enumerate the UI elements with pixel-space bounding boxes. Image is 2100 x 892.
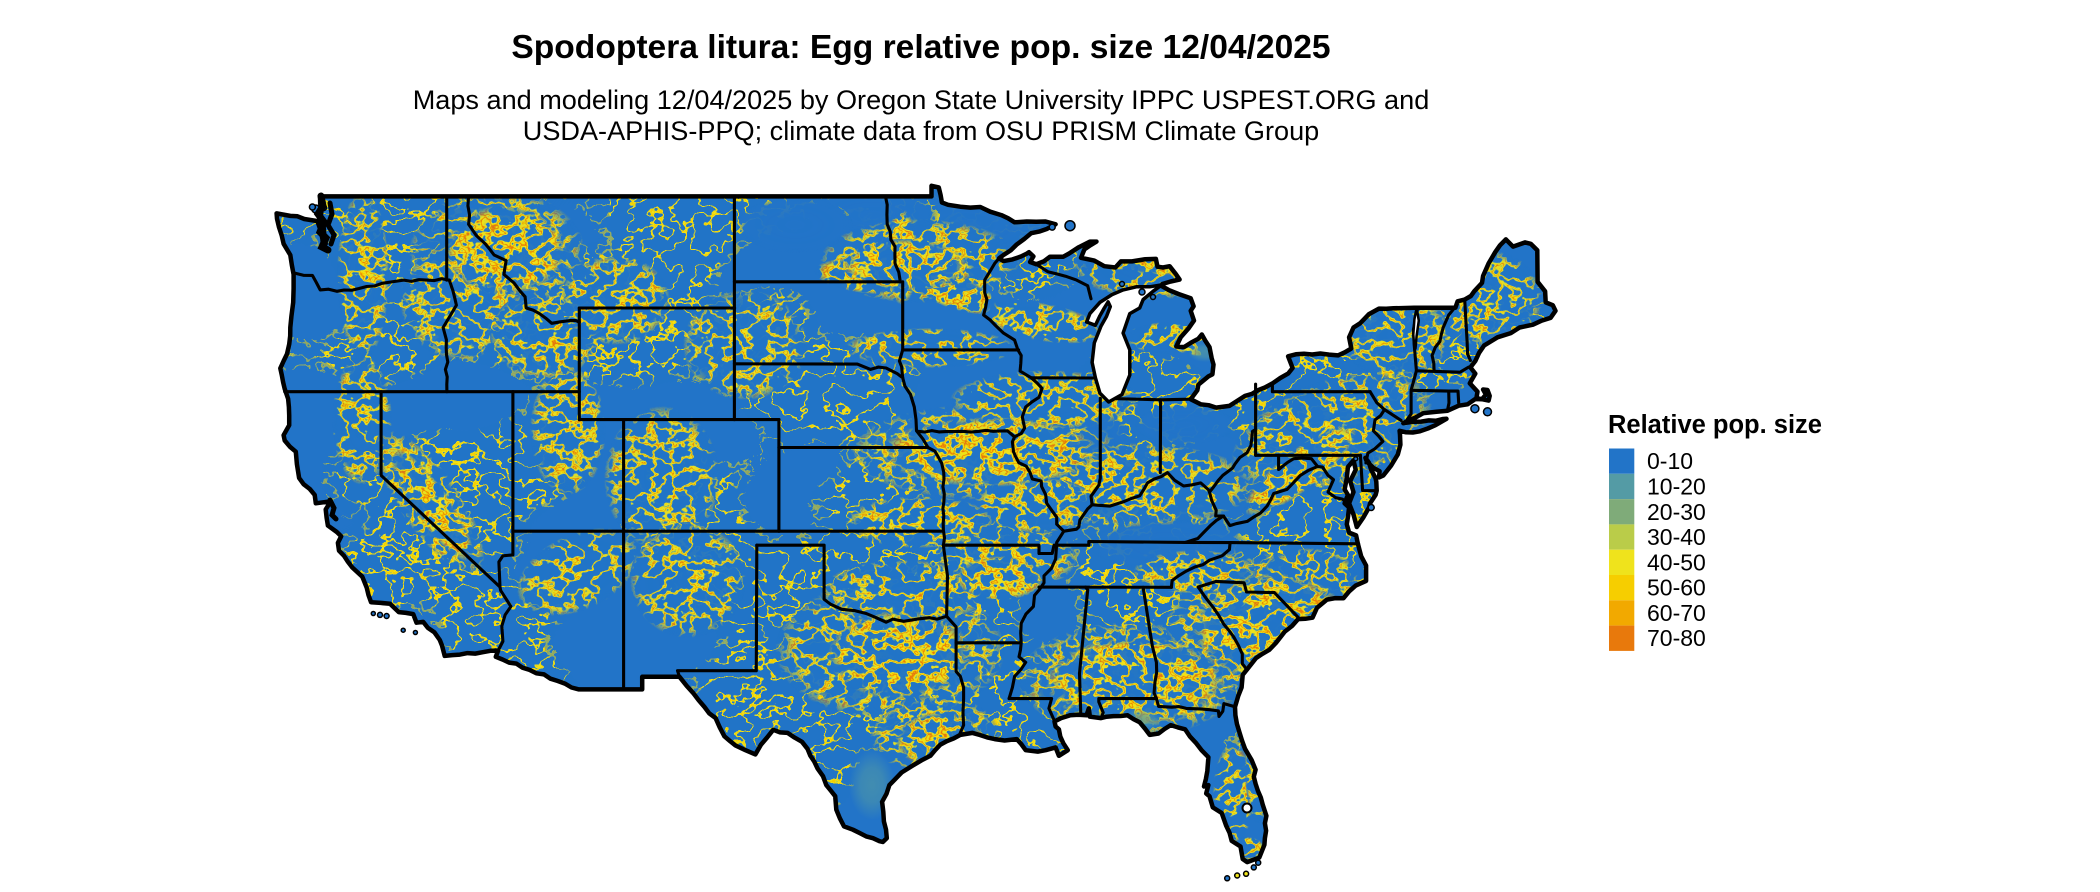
svg-text:10-20: 10-20: [1647, 473, 1706, 499]
svg-text:USDA-APHIS-PPQ; climate data f: USDA-APHIS-PPQ; climate data from OSU PR…: [523, 115, 1319, 146]
svg-text:Maps and modeling 12/04/2025 b: Maps and modeling 12/04/2025 by Oregon S…: [413, 84, 1430, 115]
svg-text:50-60: 50-60: [1647, 575, 1706, 601]
svg-text:0-10: 0-10: [1647, 448, 1693, 474]
svg-text:Spodoptera litura: Egg relativ: Spodoptera litura: Egg relative pop. siz…: [511, 29, 1330, 66]
svg-text:70-80: 70-80: [1647, 625, 1706, 651]
svg-text:60-70: 60-70: [1647, 600, 1706, 626]
svg-text:Relative pop. size: Relative pop. size: [1608, 411, 1822, 439]
svg-text:20-30: 20-30: [1647, 499, 1706, 525]
svg-text:40-50: 40-50: [1647, 549, 1706, 575]
svg-text:30-40: 30-40: [1647, 524, 1706, 550]
